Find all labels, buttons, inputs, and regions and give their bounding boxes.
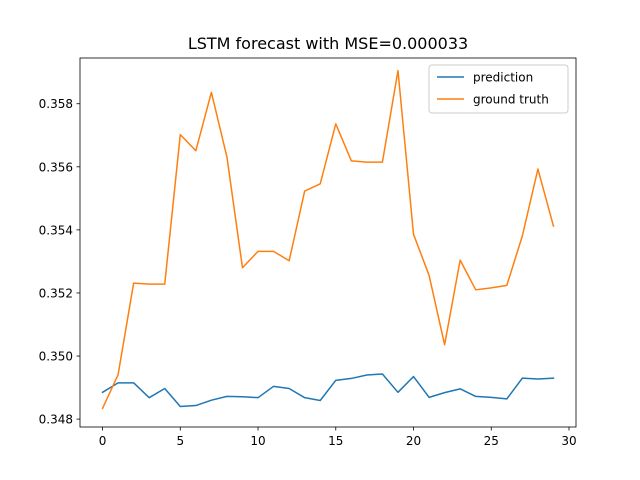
x-tick-label: 5 xyxy=(176,434,184,448)
y-axis: 0.348 0.350 0.352 0.354 0.356 0.358 xyxy=(39,97,80,427)
y-tick-label: 0.352 xyxy=(39,286,73,300)
series-layer xyxy=(101,69,555,410)
x-axis: 0 5 10 15 20 25 30 xyxy=(99,427,577,448)
y-tick-label: 0.348 xyxy=(39,413,73,427)
x-tick-label: 20 xyxy=(406,434,421,448)
x-tick-label: 25 xyxy=(484,434,499,448)
legend-label-ground-truth: ground truth xyxy=(473,93,549,107)
x-tick-label: 0 xyxy=(99,434,107,448)
y-tick-label: 0.350 xyxy=(39,350,73,364)
series-line-prediction xyxy=(101,373,555,408)
y-tick-label: 0.354 xyxy=(39,223,73,237)
chart-title: LSTM forecast with MSE=0.000033 xyxy=(188,34,468,53)
series-line-ground-truth xyxy=(101,69,555,410)
y-tick-label: 0.358 xyxy=(39,97,73,111)
legend: prediction ground truth xyxy=(428,64,569,114)
x-tick-label: 30 xyxy=(561,434,576,448)
x-tick-label: 15 xyxy=(328,434,343,448)
legend-label-prediction: prediction xyxy=(473,71,533,85)
x-tick-label: 10 xyxy=(250,434,265,448)
plot-frame xyxy=(79,57,577,428)
y-tick-label: 0.356 xyxy=(39,160,73,174)
